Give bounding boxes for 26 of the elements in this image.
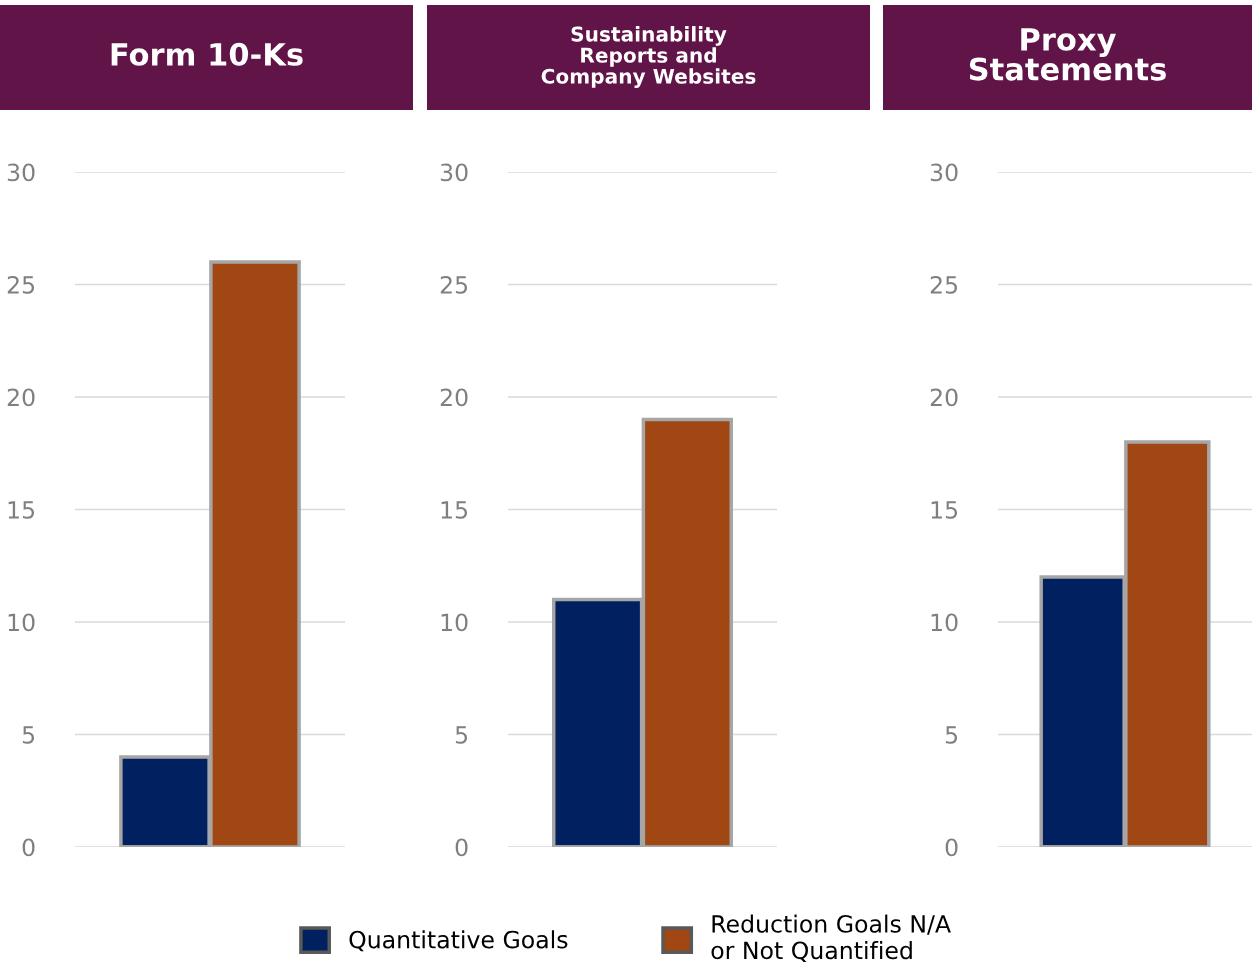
y-tick-label: 20 — [440, 388, 468, 407]
y-tick-label: 10 — [8, 613, 35, 632]
legend-label: Quantitative Goals — [349, 930, 568, 952]
y-tick-label: 30 — [7, 163, 35, 182]
y-tick-label: 25 — [7, 275, 35, 294]
chart-title: Sustainability Reports and Company Websites — [541, 26, 756, 88]
y-tick-label: 10 — [931, 613, 958, 632]
y-tick-label: 0 — [455, 838, 468, 857]
y-tick-label: 10 — [441, 613, 468, 632]
y-tick-label: 20 — [7, 388, 35, 407]
y-tick-label: 0 — [945, 838, 958, 857]
y-tick-label: 0 — [22, 838, 35, 857]
chart-title: Proxy Statements — [969, 28, 1166, 81]
legend-label: Reduction Goals N/A or Not Quantified — [711, 914, 951, 962]
y-tick-label: 15 — [8, 501, 35, 519]
y-tick-label: 30 — [440, 163, 468, 182]
y-tick-label: 20 — [930, 388, 958, 407]
y-tick-label: 25 — [930, 275, 958, 294]
y-tick-label: 25 — [440, 275, 468, 294]
y-tick-label: 30 — [930, 163, 958, 182]
chart-title: Form 10-Ks — [111, 42, 303, 66]
y-tick-label: 15 — [441, 501, 468, 519]
y-tick-label: 15 — [931, 501, 958, 519]
y-tick-label: 5 — [945, 726, 958, 744]
y-tick-label: 5 — [22, 726, 35, 744]
y-tick-label: 5 — [455, 726, 468, 744]
